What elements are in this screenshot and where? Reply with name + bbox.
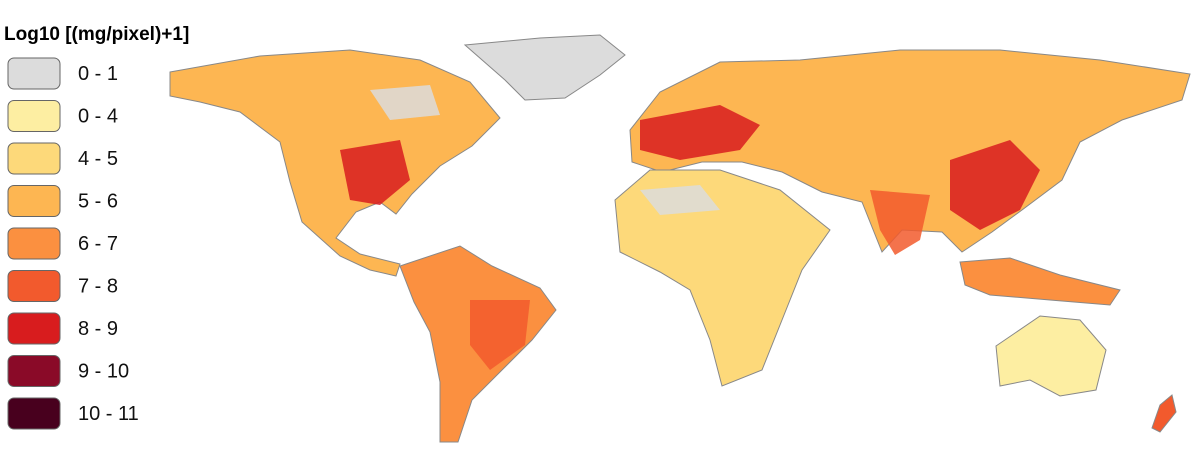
legend-swatch xyxy=(7,270,61,302)
legend-label: 5 - 6 xyxy=(78,191,118,213)
legend-label: 6 - 7 xyxy=(78,233,118,255)
legend: 0 - 1 0 - 4 4 - 5 5 - 6 6 - 7 7 - 8 8 - 9 9 - 1… xyxy=(7,57,139,430)
eastern-us-hotspot xyxy=(340,140,410,205)
world-map xyxy=(169,34,1191,443)
legend-label: 10 - 11 xyxy=(78,403,139,425)
legend-swatch xyxy=(7,312,61,345)
legend-label: 8 - 9 xyxy=(78,318,118,340)
eurasia xyxy=(629,49,1191,253)
legend-label: 0 - 4 xyxy=(78,106,118,128)
africa xyxy=(614,169,831,387)
legend-swatch xyxy=(7,100,61,132)
southeast-asia xyxy=(959,257,1121,306)
brazil-hotspot xyxy=(470,300,530,370)
legend-swatch xyxy=(7,227,61,260)
legend-swatch xyxy=(7,397,61,430)
legend-title: Log10 [(mg/pixel)+1] xyxy=(4,24,189,45)
legend-label: 9 - 10 xyxy=(78,361,129,383)
hudson-gray xyxy=(370,85,440,120)
new-zealand xyxy=(1151,394,1177,433)
east-asia-hotspot xyxy=(950,140,1040,230)
legend-label: 0 - 1 xyxy=(78,63,118,85)
legend-swatch xyxy=(7,355,61,387)
europe-hotspot xyxy=(640,105,760,160)
legend-swatch xyxy=(7,185,61,217)
india-hotspot xyxy=(870,190,930,255)
legend-label: 7 - 8 xyxy=(78,276,118,298)
greenland xyxy=(463,34,626,101)
legend-swatch xyxy=(7,142,61,175)
legend-label: 4 - 5 xyxy=(78,148,118,170)
north-america xyxy=(169,49,501,277)
australia xyxy=(995,315,1107,397)
sahara-gray xyxy=(640,185,720,215)
legend-swatch xyxy=(7,57,61,90)
